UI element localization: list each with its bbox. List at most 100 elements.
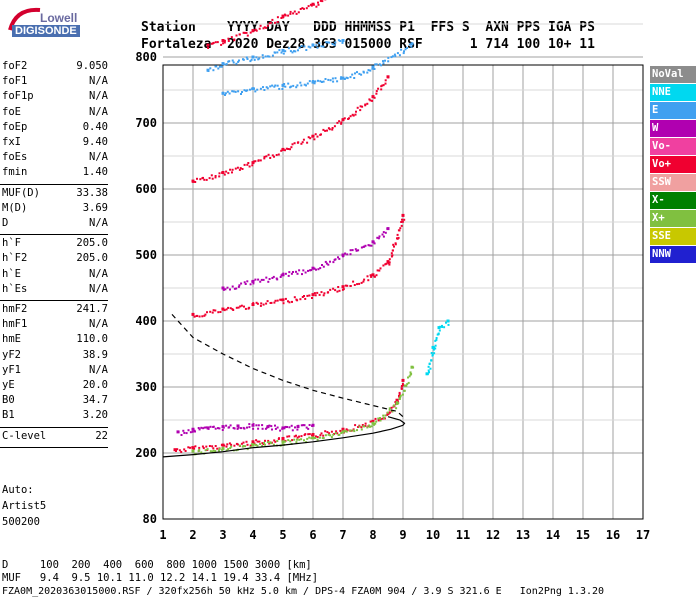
trace-echo: [307, 136, 310, 139]
trace-echo: [280, 149, 283, 152]
trace-echo: [287, 300, 289, 303]
trace-echo: [332, 80, 335, 83]
trace-echo: [198, 446, 201, 449]
legend-item-nnw: NNW: [650, 246, 696, 263]
trace-echo: [358, 72, 361, 75]
trace-echo: [214, 175, 217, 177]
trace-echo: [263, 155, 266, 158]
trace-echo: [374, 417, 377, 420]
trace-echo: [254, 90, 257, 93]
trace-echo: [261, 54, 264, 57]
y-tick-label: 500: [135, 248, 157, 262]
trace-echo: [336, 121, 339, 124]
trace-echo: [215, 65, 218, 68]
trace-echo: [193, 315, 196, 318]
param-row-fmin: fmin 1.40: [2, 166, 108, 181]
trace-point: [221, 307, 225, 311]
trace-echo: [223, 39, 226, 42]
trace-echo: [274, 84, 277, 87]
trace-echo: [219, 311, 222, 313]
legend: NoVal NNE E W Vo- Vo+ SSW X- X+ SSE NNW: [650, 66, 696, 264]
trace-point: [206, 43, 210, 47]
footer-file-line: FZA0M_2020363015000.RSF / 320fx256h 50 k…: [2, 586, 605, 597]
trace-echo: [287, 439, 290, 442]
trace-echo: [313, 138, 316, 141]
trace-echo: [353, 77, 356, 79]
trace-echo: [337, 286, 340, 288]
trace-echo: [376, 236, 379, 239]
trace-echo: [363, 245, 366, 248]
trace-point: [251, 55, 255, 59]
trace-echo: [403, 384, 406, 387]
trace-echo: [373, 275, 376, 278]
trace-echo: [271, 54, 274, 57]
trace-echo: [374, 422, 377, 425]
trace-echo: [246, 163, 249, 166]
trace-echo: [396, 52, 399, 55]
param-row-md: M(D) 3.69: [2, 202, 108, 217]
trace-point: [431, 345, 435, 349]
trace-echo: [264, 427, 267, 430]
trace-echo: [286, 435, 289, 438]
trace-echo: [206, 448, 209, 451]
trace-echo: [189, 431, 192, 434]
x-tick-label: 15: [576, 528, 590, 542]
trace-echo: [218, 175, 221, 178]
trace-point: [311, 293, 315, 297]
trace-echo: [276, 278, 279, 281]
trace-echo: [320, 432, 323, 435]
trace-echo: [314, 437, 317, 439]
trace-point: [341, 285, 345, 289]
x-tick-label: 14: [546, 528, 560, 542]
trace-echo: [266, 55, 269, 58]
trace-echo: [387, 60, 390, 63]
trace-echo: [304, 433, 307, 436]
trace-echo: [331, 128, 334, 131]
trace-echo: [338, 289, 341, 292]
trace-echo: [230, 445, 233, 448]
param-value: N/A: [89, 363, 108, 376]
trace-echo: [381, 84, 384, 87]
trace-echo: [353, 430, 356, 433]
trace-echo: [366, 426, 369, 429]
trace-echo: [369, 425, 371, 428]
trace-echo: [357, 426, 360, 428]
trace-echo: [315, 268, 317, 271]
trace-echo: [191, 430, 194, 433]
param-row-b0: B0 34.7: [2, 394, 108, 409]
x-tick-label: 7: [339, 528, 346, 542]
trace-echo: [307, 433, 310, 436]
trace-echo: [246, 89, 249, 92]
trace-point: [221, 286, 225, 290]
trace-echo: [227, 37, 230, 40]
trace-echo: [284, 149, 286, 152]
trace-echo: [199, 178, 202, 181]
trace-echo: [289, 12, 292, 15]
trace-echo: [202, 427, 205, 430]
trace-echo: [301, 7, 304, 10]
trace-point: [311, 80, 315, 84]
trace-echo: [302, 138, 305, 141]
header-line-2: Fortaleza 2020 Dez28 363 015000 RSF 1 71…: [141, 37, 595, 52]
trace-echo: [302, 424, 305, 427]
trace-echo: [388, 261, 391, 264]
trace-echo: [345, 428, 348, 431]
param-name: h`F2: [2, 252, 28, 265]
trace-echo: [292, 271, 294, 273]
trace-echo: [314, 80, 317, 83]
legend-item-x: X-: [650, 192, 696, 209]
trace-point: [221, 39, 225, 42]
trace-echo: [288, 435, 291, 438]
trace-echo: [271, 277, 274, 279]
trace-echo: [212, 69, 215, 72]
trace-echo: [247, 162, 250, 164]
trace-point: [176, 430, 180, 434]
param-row-yf1: yF1 N/A: [2, 364, 108, 379]
trace-echo: [218, 447, 221, 450]
param-row-clevel: C-level 22: [2, 430, 108, 445]
trace-echo: [320, 291, 323, 294]
trace-echo: [379, 419, 382, 422]
trace-echo: [265, 26, 268, 29]
trace-echo: [301, 296, 304, 298]
trace-echo: [429, 367, 432, 370]
